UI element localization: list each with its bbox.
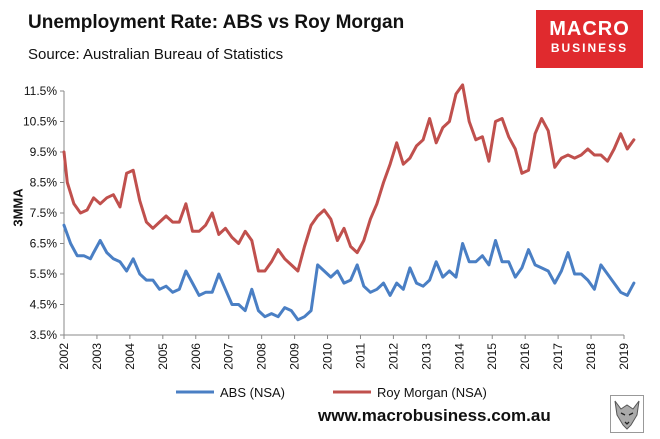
x-tick-label: 2013: [419, 343, 433, 370]
y-tick-label: 4.5%: [30, 298, 58, 312]
chart-series: [62, 83, 636, 322]
x-tick-label: 2011: [353, 343, 367, 369]
x-tick-label: 2003: [90, 343, 104, 370]
x-tick-label: 2004: [123, 343, 137, 370]
x-tick-label: 2010: [321, 343, 335, 370]
x-tick-label: 2005: [156, 343, 170, 370]
roy-morgan-series-line: [62, 83, 636, 273]
x-tick-label: 2015: [485, 343, 499, 370]
y-tick-label: 8.5%: [30, 176, 58, 190]
logo-line-2: BUSINESS: [550, 41, 629, 55]
logo-line-1: MACRO: [549, 18, 630, 40]
y-tick-label: 6.5%: [30, 237, 58, 251]
x-tick-label: 2017: [551, 343, 565, 370]
x-tick-label: 2016: [518, 343, 532, 370]
x-tick-label: 2018: [584, 343, 598, 370]
legend-label: Roy Morgan (NSA): [377, 385, 487, 400]
website-url[interactable]: www.macrobusiness.com.au: [318, 406, 551, 425]
x-tick-label: 2008: [255, 343, 269, 370]
y-tick-label: 10.5%: [23, 115, 57, 129]
chart-title: Unemployment Rate: ABS vs Roy Morgan: [28, 12, 405, 33]
chart-subtitle: Source: Australian Bureau of Statistics: [28, 46, 284, 63]
chart-axes: 3.5% 4.5% 5.5% 6.5% 7.5% 8.5% 9.5% 10.5% 11.5% 20…: [23, 84, 631, 370]
x-tick-label: 2014: [452, 343, 466, 370]
y-tick-label: 7.5%: [30, 206, 58, 220]
x-tick-label: 2009: [288, 343, 302, 370]
legend-label: ABS (NSA): [220, 385, 285, 400]
chart-legend: ABS (NSA) Roy Morgan (NSA): [176, 385, 487, 400]
x-tick-label: 2019: [617, 343, 631, 370]
y-tick-label: 5.5%: [30, 267, 58, 281]
abs-series-line: [62, 223, 636, 322]
wolf-logo-icon: [610, 395, 644, 433]
y-tick-label: 9.5%: [30, 145, 58, 159]
x-tick-label: 2012: [386, 343, 400, 370]
x-tick-label: 2002: [57, 343, 71, 370]
macro-business-logo[interactable]: MACRO BUSINESS: [536, 10, 643, 68]
x-tick-label: 2006: [189, 343, 203, 370]
y-tick-label: 11.5%: [24, 84, 57, 98]
x-tick-label: 2007: [222, 343, 236, 370]
y-tick-label: 3.5%: [30, 328, 58, 342]
